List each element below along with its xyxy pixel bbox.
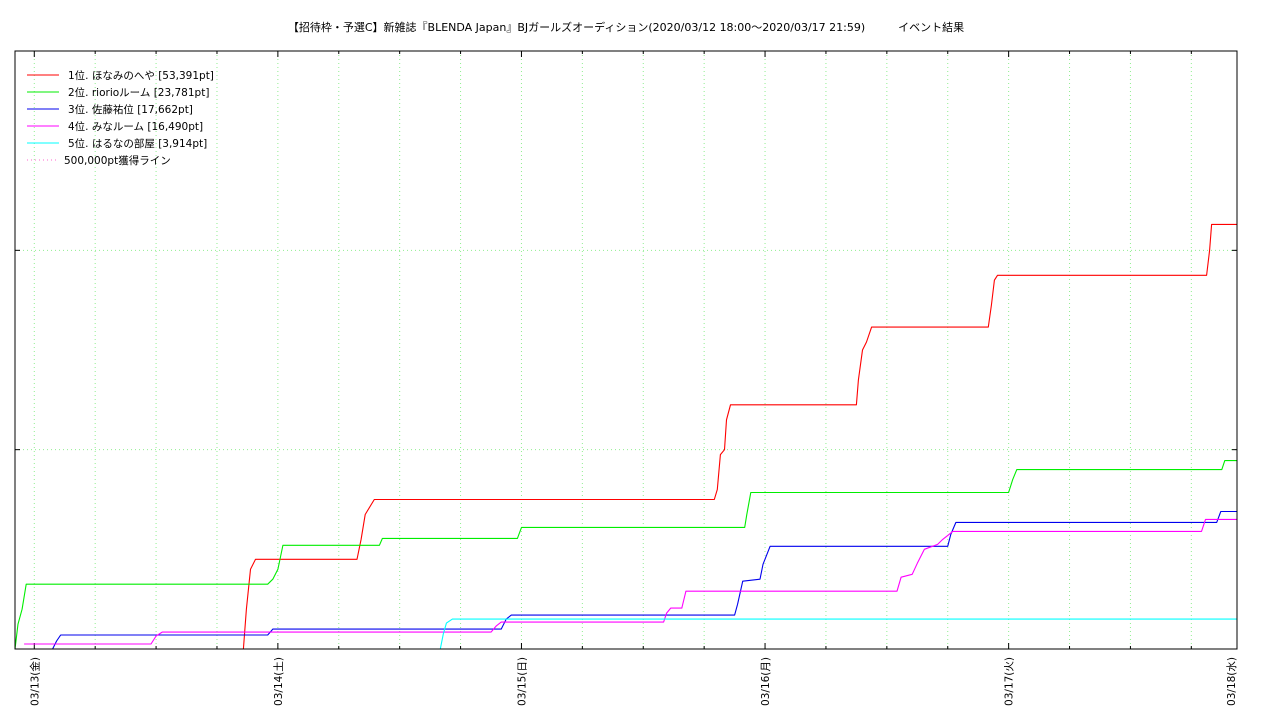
x-tick-label: 03/14(土) [272,657,285,706]
x-tick-label: 03/17(火) [1004,657,1016,706]
legend-label-3: 3位. 佐藤祐位 [17,662pt] [68,103,193,116]
y-axis-ticks [15,249,1237,451]
legend-label-2: 2位. riorioルーム [23,781pt] [68,86,209,99]
x-tick-label: 03/18(水) [1226,657,1238,706]
x-axis-labels: 03/13(金) 03/14(土) 03/15(日) 03/16(月) 03/17(火)… [28,657,1238,706]
x-axis-ticks [33,51,1192,649]
x-tick-label: 03/15(日) [516,657,528,706]
legend: 1位. ほなみのへや [53,391pt] 2位. riorioルーム [23,7… [27,69,214,167]
legend-label-5: 5位. はるなの部屋 [3,914pt] [68,137,207,150]
legend-label-1: 1位. ほなみのへや [53,391pt] [68,69,214,82]
plot-frame [14,50,1238,650]
x-tick-label: 03/13(金) [28,657,41,706]
series-line-5 [439,618,1237,650]
legend-label-4: 4位. みなルーム [16,490pt] [68,120,203,133]
series-line-3 [52,510,1237,650]
series-line-1 [242,223,1237,650]
series-line-4 [24,518,1237,645]
chart-title: 【招待枠・予選C】新雑誌『BLENDA Japan』BJガールズオーディション(… [288,20,964,34]
legend-label-6: 500,000pt獲得ライン [64,154,171,167]
series-lines [14,223,1237,650]
series-line-2 [14,460,1237,650]
x-tick-label: 03/16(月) [760,657,772,706]
